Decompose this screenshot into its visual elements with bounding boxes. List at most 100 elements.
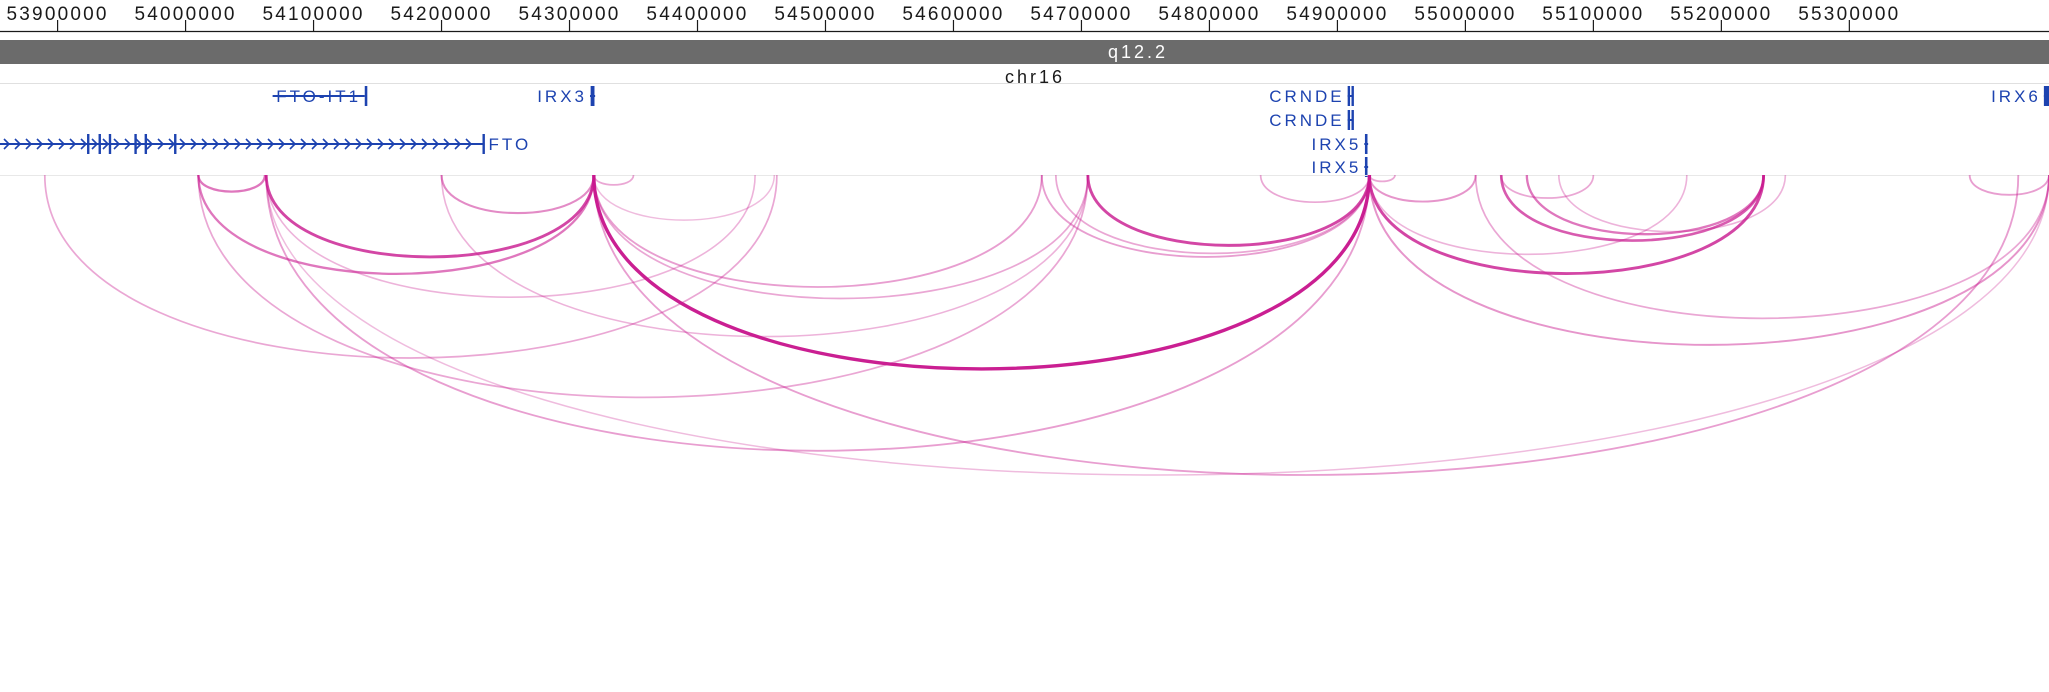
ruler-tick-label: 54700000 [1030, 4, 1132, 25]
strand-arrow [113, 138, 121, 150]
gene-irx3[interactable]: IRX3 [537, 86, 596, 106]
gene-exon [1351, 86, 1354, 106]
gene-fto-it1[interactable]: FTO-IT1 [272, 86, 368, 106]
strand-arrow [190, 138, 198, 150]
interaction-arc[interactable] [593, 174, 776, 221]
strand-arrow [278, 138, 286, 150]
interaction-arc[interactable] [265, 174, 2049, 476]
interaction-arc[interactable] [197, 174, 1089, 399]
strand-arrow [69, 138, 77, 150]
strand-arrow [36, 138, 44, 150]
strand-arrow [366, 138, 374, 150]
interaction-arc[interactable] [265, 174, 756, 298]
strand-arrow [124, 138, 132, 150]
strand-arrow [102, 138, 110, 150]
strand-arrow [289, 138, 297, 150]
interaction-arc[interactable] [1368, 174, 2049, 346]
interaction-arc[interactable] [440, 174, 1089, 338]
interaction-arc[interactable] [592, 174, 635, 186]
gene-annotation-track: FTO-IT1 IRX3 FTO CRNDE CRNDE IRX5 IRX5 IRX6 [0, 86, 2049, 177]
interaction-arc[interactable] [264, 174, 596, 259]
gene-exon [1364, 157, 1368, 177]
interaction-arc[interactable] [265, 174, 1371, 452]
strand-arrow [157, 138, 165, 150]
gene-exon [1364, 134, 1368, 154]
strand-arrow [355, 138, 363, 150]
strand-arrow [256, 138, 264, 150]
strand-arrow [25, 138, 33, 150]
strand-arrow [245, 138, 253, 150]
gene-label: IRX3 [537, 87, 587, 106]
gene-label: CRNDE [1269, 87, 1344, 106]
strand-arrow [344, 138, 352, 150]
gene-crnde-1[interactable]: CRNDE [1269, 86, 1354, 106]
interaction-arc[interactable] [1558, 174, 1787, 233]
interaction-arc[interactable] [592, 174, 1043, 288]
chromosome-ideogram[interactable]: q12.2 [0, 40, 2049, 64]
strand-arrow [223, 138, 231, 150]
interaction-arc[interactable] [1525, 174, 1765, 236]
interaction-arc[interactable] [1055, 174, 1371, 255]
gene-exon [1347, 110, 1351, 130]
gene-exon [144, 134, 148, 154]
gene-exon [98, 134, 101, 154]
strand-arrow [212, 138, 220, 150]
ruler-tick-label: 54300000 [518, 4, 620, 25]
gene-exon [590, 86, 595, 106]
interaction-arc[interactable] [1500, 174, 1595, 199]
strand-arrow [47, 138, 55, 150]
strand-arrow [421, 138, 429, 150]
interaction-arc[interactable] [43, 174, 778, 359]
interaction-arc[interactable] [1259, 174, 1371, 204]
interaction-arc[interactable] [1368, 174, 1688, 255]
ruler-tick-label: 55200000 [1670, 4, 1772, 25]
gene-irx5-2[interactable]: IRX5 [1311, 157, 1369, 177]
gene-crnde-2[interactable]: CRNDE [1269, 110, 1354, 130]
strand-arrow [432, 138, 440, 150]
ruler-tick-label: 54600000 [902, 4, 1004, 25]
interaction-arc[interactable] [197, 174, 267, 193]
ruler-tick-label: 55000000 [1414, 4, 1516, 25]
strand-arrow [443, 138, 451, 150]
interaction-arc[interactable] [440, 174, 595, 215]
interaction-arc[interactable] [1499, 174, 1765, 242]
ruler-tick-label: 54400000 [646, 4, 748, 25]
gene-label: FTO-IT1 [276, 87, 361, 106]
interaction-arc[interactable] [1040, 174, 1371, 258]
gene-exon [2043, 86, 2049, 106]
ruler-tick-label: 55100000 [1542, 4, 1644, 25]
strand-arrow [300, 138, 308, 150]
ruler-tick-label: 54900000 [1286, 4, 1388, 25]
interaction-arc[interactable] [1368, 174, 1477, 203]
gene-label: IRX5 [1311, 158, 1361, 177]
ruler-tick-label: 54100000 [262, 4, 364, 25]
strand-arrow [322, 138, 330, 150]
interaction-arc[interactable] [1086, 174, 1371, 247]
cytoband-label: q12.2 [1108, 42, 1168, 62]
strand-arrow [377, 138, 385, 150]
ruler-tick-label: 54000000 [135, 4, 237, 25]
interaction-arc[interactable] [197, 174, 595, 276]
interaction-arc[interactable] [1474, 174, 2049, 320]
strand-arrow [201, 138, 209, 150]
strand-arrow [399, 138, 407, 150]
strand-arrow [146, 138, 154, 150]
gene-irx6[interactable]: IRX6 [1991, 86, 2049, 106]
gene-exon [134, 134, 137, 154]
gene-label: IRX6 [1991, 87, 2041, 106]
interaction-arc[interactable] [1367, 174, 1766, 276]
interaction-arc[interactable] [1968, 174, 2049, 196]
gene-exon [174, 134, 177, 154]
interaction-arc[interactable] [592, 174, 2020, 476]
gene-fto[interactable]: FTO [0, 134, 531, 154]
gene-exon [1347, 86, 1351, 106]
strand-arrow [267, 138, 275, 150]
interaction-arc[interactable] [592, 174, 1372, 371]
interaction-arc[interactable] [592, 174, 1089, 300]
cytoband-q12-2[interactable] [0, 40, 2049, 64]
gene-irx5-1[interactable]: IRX5 [1311, 134, 1369, 154]
ruler-tick-label: 54500000 [774, 4, 876, 25]
gene-label: FTO [488, 135, 531, 154]
strand-arrow [14, 138, 22, 150]
